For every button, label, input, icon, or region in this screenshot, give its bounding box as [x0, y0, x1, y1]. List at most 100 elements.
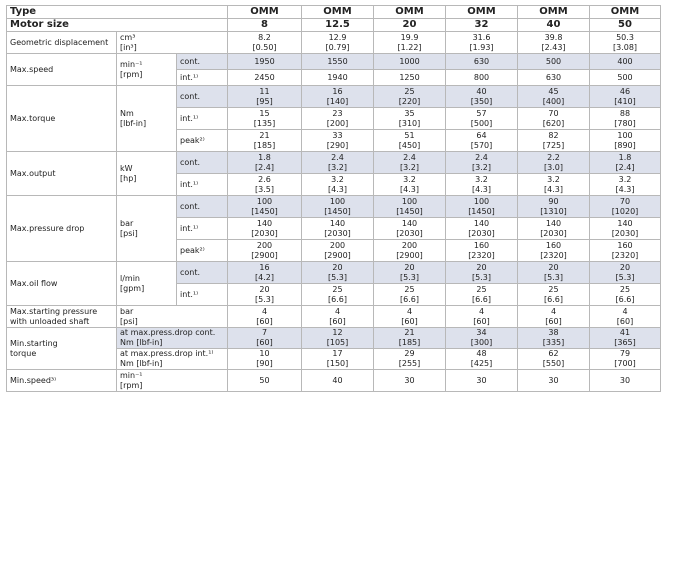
mode-label: int.¹⁾: [176, 217, 228, 240]
spec-row: int.¹⁾ 15 [135] 23 [200] 35 [310] 57 [500] 70 [620…: [7, 107, 661, 130]
cell-line: [135]: [253, 118, 276, 128]
cell-line: [2320]: [540, 250, 567, 260]
cell-line: 15: [259, 108, 270, 118]
cell-line: 100: [617, 130, 633, 140]
cell-line: at max.press.drop cont.: [120, 328, 216, 338]
cell-line: 1550: [327, 56, 348, 66]
value-cell: 16 [140]: [301, 85, 374, 108]
value-cell: 70 [1020]: [589, 195, 661, 218]
cell-line: bar: [120, 218, 134, 228]
cell-line: [310]: [398, 118, 421, 128]
cell-line: 21: [259, 130, 270, 140]
cell-line: Max.speed: [10, 64, 54, 74]
cell-line: 50: [259, 375, 270, 385]
cell-line: [2.4]: [255, 162, 274, 172]
cell-line: [2030]: [540, 228, 567, 238]
value-cell: 500: [589, 69, 661, 86]
value-cell: 4 [60]: [589, 305, 661, 328]
value-cell: 20 [5.3]: [517, 261, 590, 284]
cell-line: [1020]: [611, 206, 639, 216]
cell-line: [300]: [470, 338, 493, 347]
cell-line: bar: [120, 306, 134, 316]
cell-line: [3.5]: [255, 184, 274, 194]
value-cell: 64 [570]: [445, 129, 518, 152]
value-cell: 46 [410]: [589, 85, 661, 108]
cell-line: 1.8: [258, 152, 271, 162]
value-cell: 140 [2030]: [589, 217, 661, 240]
cell-line: 30: [404, 375, 415, 385]
cell-line: 400: [617, 56, 633, 66]
mode-label: int.¹⁾: [176, 107, 228, 130]
cell-line: [6.6]: [615, 294, 635, 304]
cell-line: [5.3]: [400, 272, 419, 282]
value-cell: 200 [2900]: [373, 239, 446, 262]
cell-line: Max.torque: [10, 113, 56, 123]
value-cell: 3.2 [4.3]: [301, 173, 374, 196]
mode-label: cont.: [176, 151, 228, 174]
cell-line: [185]: [253, 140, 276, 150]
value-cell: 34 [300]: [445, 327, 518, 349]
cell-line: [140]: [326, 96, 349, 106]
cell-line: [425]: [470, 359, 493, 368]
cell-line: 2.2: [547, 152, 560, 162]
value-cell: 10 [90]: [227, 348, 302, 370]
cell-line: [1.22]: [397, 42, 422, 52]
cell-line: 88: [619, 108, 631, 118]
cell-line: [3.2]: [472, 162, 491, 172]
cell-line: [4.3]: [328, 184, 347, 194]
cell-line: 33: [332, 130, 343, 140]
spec-row: at max.press.drop int.¹⁾ Nm [lbf-in] 10 [90…: [7, 348, 661, 370]
cell-line: [3.2]: [328, 162, 347, 172]
cell-line: [2030]: [611, 228, 639, 238]
cell-line: [500]: [470, 118, 493, 128]
value-cell: 3.2 [4.3]: [517, 173, 590, 196]
cell-line: Max.oil flow: [10, 278, 58, 288]
cell-line: 40: [332, 375, 343, 385]
cell-line: [220]: [398, 96, 421, 106]
value-cell: 48 [425]: [445, 348, 518, 370]
mode-label: cont.: [176, 53, 228, 70]
cell-line: Max.pressure drop: [10, 223, 85, 233]
cell-line: 140: [617, 218, 633, 228]
value-cell: 23 [200]: [301, 107, 374, 130]
cell-line: 3.2: [618, 174, 632, 184]
cell-line: [gpm]: [120, 283, 145, 293]
value-cell: 30: [373, 369, 446, 392]
cell-line: Max.starting pressure: [10, 306, 98, 316]
cell-line: 500: [545, 56, 562, 66]
value-cell: 100 [1450]: [445, 195, 518, 218]
value-cell: 25 [6.6]: [373, 283, 446, 306]
value-cell: 140 [2030]: [445, 217, 518, 240]
cell-line: [6.6]: [400, 294, 419, 304]
value-cell: 1550: [301, 53, 374, 70]
value-cell: 79 [700]: [589, 348, 661, 370]
spec-table: Type OMM OMM OMM OMM OMM OMM Motor size 8 12.5 20 3…: [6, 5, 661, 392]
cell-line: [890]: [614, 140, 636, 150]
spec-row: Geometric displacement cm³ [in³] 8.2 [0.50] 1…: [6, 31, 661, 54]
model-name: OMM: [301, 5, 374, 19]
value-cell: 88 [780]: [589, 107, 661, 130]
cell-line: 160: [617, 240, 633, 250]
cell-line: 8.2: [258, 32, 271, 42]
param-name: Max.torque: [6, 85, 117, 152]
value-cell: 30: [589, 369, 661, 392]
value-cell: 100 [1450]: [373, 195, 446, 218]
condition-label: at max.press.drop int.¹⁾ Nm [lbf-in]: [116, 348, 228, 370]
param-name: Min.speed³⁾: [6, 369, 117, 392]
value-cell: 1950: [227, 53, 302, 70]
spec-row: Max.speed min⁻¹ [rpm] cont. 1950 1550 1000 630 5…: [6, 53, 661, 86]
cell-line: 20: [332, 262, 343, 272]
value-cell: 140 [2030]: [373, 217, 446, 240]
cell-line: 62: [548, 349, 559, 359]
cell-line: 19.9: [400, 32, 419, 42]
cell-line: 64: [476, 130, 487, 140]
cell-line: [1450]: [396, 206, 423, 216]
condition-label: at max.press.drop cont. Nm [lbf-in]: [116, 327, 228, 349]
cell-line: [350]: [470, 96, 493, 106]
cell-line: 25: [548, 284, 559, 294]
cell-line: [4.3]: [472, 184, 491, 194]
value-cell: 38 [335]: [517, 327, 590, 349]
cell-line: [3.2]: [400, 162, 419, 172]
cell-line: [psi]: [120, 228, 138, 238]
cell-line: [5.3]: [328, 272, 347, 282]
